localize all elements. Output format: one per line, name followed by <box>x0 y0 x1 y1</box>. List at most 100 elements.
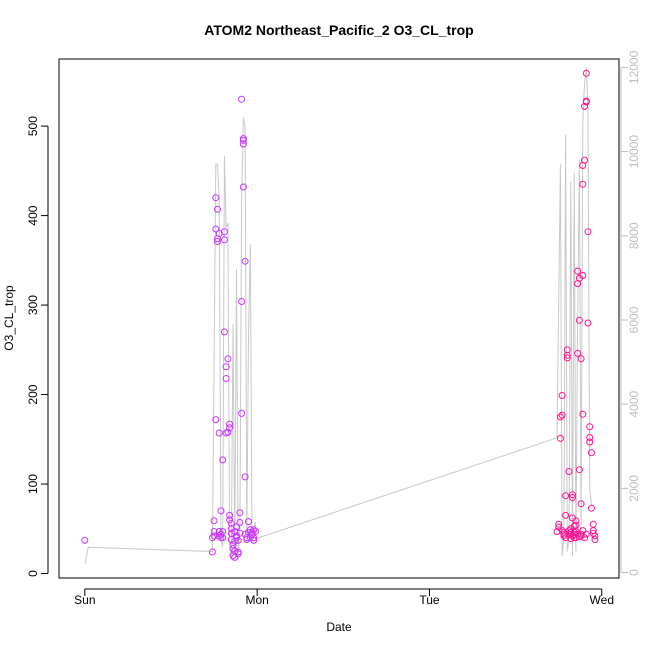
data-point <box>236 519 244 526</box>
data-point-late <box>584 319 592 327</box>
x-tick-label: Tue <box>419 593 440 607</box>
data-point <box>208 534 216 542</box>
data-point <box>233 523 240 531</box>
data-point <box>222 363 230 371</box>
y-axis-left: 0 100 200 300 400 500 <box>26 116 49 577</box>
data-point-late <box>587 449 595 457</box>
data-point <box>224 355 232 363</box>
data-point-late <box>577 500 585 508</box>
data-point-late <box>574 349 582 357</box>
data-point-late <box>569 491 576 499</box>
data-point-late <box>582 98 590 106</box>
x-tick-label: Sun <box>74 593 95 607</box>
data-point-late <box>556 413 564 421</box>
data-point <box>215 429 223 437</box>
y-tick-label: 0 <box>26 570 40 577</box>
data-point <box>208 548 216 556</box>
data-point <box>226 516 234 524</box>
data-point-late <box>553 528 561 535</box>
data-point-late <box>562 492 570 500</box>
y2-tick-label: 8000 <box>627 222 641 249</box>
data-point-late <box>558 411 566 419</box>
data-point-late <box>584 228 592 236</box>
data-point <box>250 526 258 534</box>
data-point-late <box>586 434 594 441</box>
data-point-late <box>591 532 599 540</box>
altitude-line <box>84 67 592 565</box>
data-point <box>214 205 221 213</box>
x-axis-title: Date <box>326 620 352 634</box>
data-point <box>238 409 246 417</box>
data-point <box>214 238 221 245</box>
data-point-late <box>565 468 573 475</box>
y2-tick-label: 4000 <box>627 390 641 417</box>
data-point-late <box>556 434 564 442</box>
data-point <box>224 428 232 436</box>
data-point-late <box>586 423 594 431</box>
data-point-late <box>586 438 594 446</box>
data-point <box>238 298 246 305</box>
data-point-late <box>575 316 583 324</box>
data-point <box>210 532 218 540</box>
data-point <box>219 456 227 464</box>
y-tick-label: 100 <box>26 474 40 494</box>
data-point-late <box>572 521 580 529</box>
y2-tick-label: 12000 <box>627 50 641 84</box>
y2-tick-label: 6000 <box>627 306 641 333</box>
data-point-late <box>579 272 587 279</box>
data-point <box>226 424 234 432</box>
data-point <box>226 511 234 519</box>
x-axis: Sun Mon Tue Wed <box>74 588 614 607</box>
data-point <box>234 536 242 544</box>
data-point <box>212 225 220 233</box>
data-point <box>210 528 218 535</box>
data-point <box>219 528 227 535</box>
data-points-layer <box>81 69 599 561</box>
data-point <box>220 328 228 336</box>
x-tick-label: Mon <box>245 593 268 607</box>
data-point-late <box>570 528 578 536</box>
y2-tick-label: 2000 <box>627 475 641 502</box>
data-point <box>250 534 258 542</box>
data-point-late <box>579 527 587 535</box>
data-point <box>243 536 251 543</box>
y-tick-label: 500 <box>26 116 40 136</box>
data-point-late <box>555 520 563 528</box>
x-tick-label: Wed <box>590 593 614 607</box>
data-point-late <box>563 346 571 354</box>
data-point-late <box>582 69 590 77</box>
altitude-line-layer <box>84 67 592 565</box>
data-point <box>220 228 228 236</box>
y-axis-right: 0 2000 4000 6000 8000 10000 12000 <box>620 50 641 576</box>
data-point <box>210 517 218 525</box>
data-point-late <box>567 530 575 538</box>
data-point <box>241 257 249 265</box>
data-point <box>212 194 220 202</box>
y-tick-label: 400 <box>26 205 40 225</box>
data-point <box>215 532 223 540</box>
data-point <box>229 541 237 549</box>
chart-title: ATOM2 Northeast_Pacific_2 O3_CL_trop <box>204 22 473 38</box>
y-tick-label: 300 <box>26 295 40 315</box>
data-point <box>217 507 225 515</box>
data-point <box>234 550 242 558</box>
plot-frame <box>58 58 620 579</box>
data-point-late <box>560 530 568 538</box>
data-point-late <box>574 267 582 275</box>
data-point-late <box>581 156 588 164</box>
data-point <box>227 519 235 527</box>
y2-tick-label: 0 <box>627 569 641 576</box>
data-point <box>236 509 244 517</box>
data-point-late <box>563 354 571 362</box>
data-point-late <box>582 530 590 538</box>
data-point <box>236 529 244 537</box>
data-point-late <box>569 532 576 540</box>
data-point <box>250 536 258 544</box>
data-point <box>226 420 234 428</box>
data-point-late <box>558 392 566 399</box>
data-point <box>220 236 228 244</box>
data-point <box>239 136 247 144</box>
data-point <box>81 536 89 544</box>
